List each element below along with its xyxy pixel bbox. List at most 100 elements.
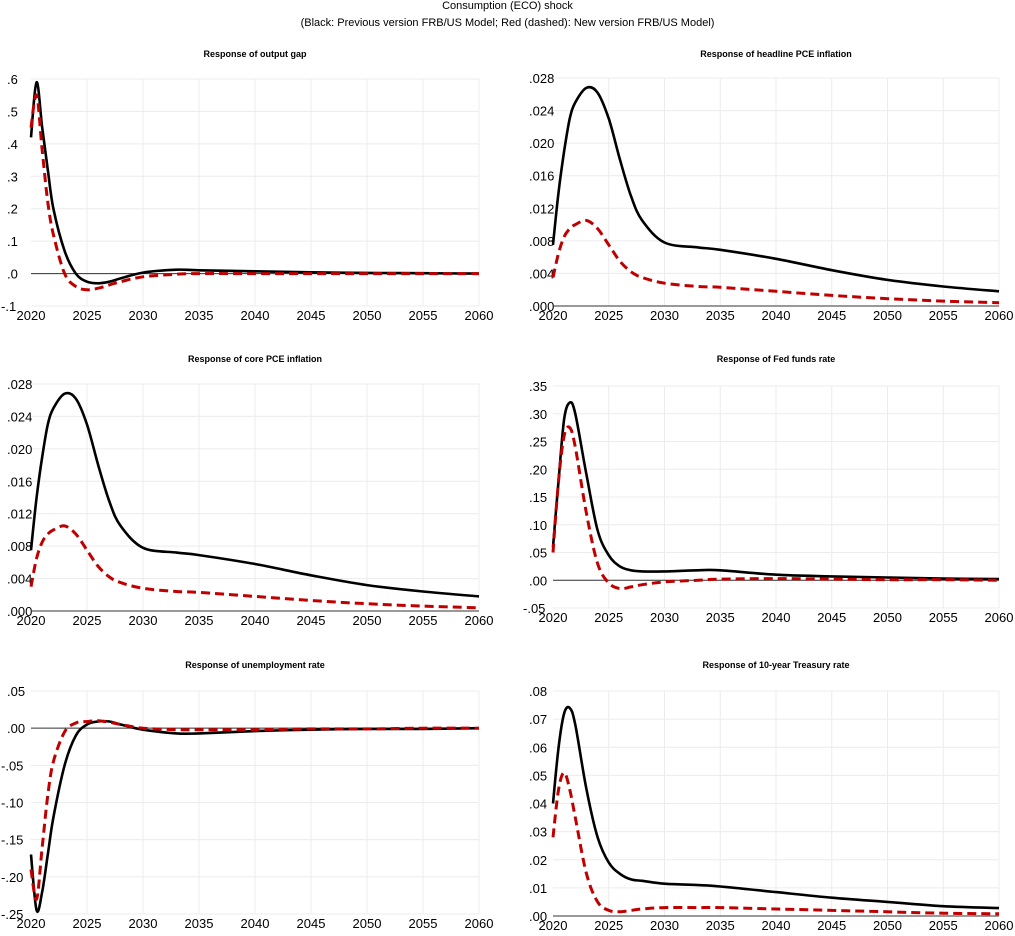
x-tick-label: 2030 [650, 308, 679, 323]
x-tick-label: 2020 [17, 613, 46, 628]
series-line-previous-version [551, 705, 1000, 910]
x-tick-label: 2020 [539, 308, 568, 323]
y-tick-label: .0 [7, 267, 18, 282]
x-tick-label: 2030 [650, 610, 679, 625]
panel-title: Response of core PCE inflation [188, 354, 322, 364]
series-line-previous-version [29, 391, 480, 598]
x-tick-label: 2020 [539, 610, 568, 625]
x-tick-label: 2035 [706, 610, 735, 625]
y-tick-label: .1 [7, 234, 18, 249]
panel-title: Response of unemployment rate [185, 660, 325, 670]
x-tick-label: 2020 [539, 918, 568, 933]
y-tick-label: .020 [7, 442, 32, 457]
x-tick-label: 2060 [465, 613, 494, 628]
y-tick-label: .024 [7, 409, 32, 424]
x-tick-label: 2020 [17, 308, 46, 323]
panel-1: Response of output gap.6.5.4.3.2.1.0-.12… [1, 49, 493, 323]
x-tick-label: 2050 [873, 918, 902, 933]
y-tick-label: .02 [529, 853, 547, 868]
y-tick-label: .30 [529, 407, 547, 422]
x-tick-label: 2045 [817, 918, 846, 933]
series-line-new-version [29, 93, 480, 292]
series-line-previous-version [551, 85, 1000, 293]
y-tick-label: .012 [7, 507, 32, 522]
figure-subtitle: (Black: Previous version FRB/US Model; R… [300, 17, 715, 29]
x-tick-label: 2045 [297, 613, 326, 628]
y-tick-label: .008 [7, 539, 32, 554]
y-tick-label: .020 [529, 136, 554, 151]
x-tick-label: 2030 [650, 918, 679, 933]
x-tick-label: 2050 [873, 610, 902, 625]
x-tick-label: 2040 [241, 308, 270, 323]
y-tick-label: .01 [529, 881, 547, 896]
y-tick-label: .03 [529, 825, 547, 840]
figure-title: Consumption (ECO) shock [442, 0, 573, 12]
y-tick-label: .012 [529, 201, 554, 216]
y-tick-label: .028 [529, 71, 554, 86]
y-tick-label: .35 [529, 379, 547, 394]
y-tick-label: .3 [7, 169, 18, 184]
panel-title: Response of output gap [204, 49, 307, 59]
y-tick-label: .000 [7, 604, 32, 619]
x-tick-label: 2050 [353, 613, 382, 628]
x-tick-label: 2050 [353, 916, 382, 931]
panel-title: Response of 10-year Treasury rate [702, 660, 849, 670]
panel-4: Response of Fed funds rate .35 .30 .25 .20 .1… [523, 354, 1013, 625]
x-tick-label: 2025 [73, 308, 102, 323]
y-tick-label: -.20 [1, 870, 23, 885]
y-tick-label: .5 [7, 104, 18, 119]
x-tick-label: 2025 [594, 308, 623, 323]
y-tick-label: .05 [7, 684, 25, 699]
x-tick-label: 2025 [73, 916, 102, 931]
series-line-new-version [551, 771, 1000, 916]
x-tick-label: 2030 [129, 916, 158, 931]
y-tick-label: -.05 [523, 601, 545, 616]
x-tick-label: 2035 [185, 308, 214, 323]
panel-title: Response of Fed funds rate [717, 354, 836, 364]
y-tick-label: .004 [7, 572, 32, 587]
x-tick-label: 2045 [817, 610, 846, 625]
y-tick-label: .004 [529, 266, 554, 281]
series-line-new-version [551, 425, 1000, 591]
panel-5: Response of unemployment rate .05 .00 -.05 -… [1, 660, 493, 931]
x-tick-label: 2025 [594, 610, 623, 625]
x-tick-label: 2060 [985, 918, 1014, 933]
panel-title: Response of headline PCE inflation [700, 49, 852, 59]
y-tick-label: .000 [529, 299, 554, 314]
y-tick-label: .05 [529, 546, 547, 561]
y-tick-label: .05 [529, 768, 547, 783]
x-tick-label: 2040 [762, 918, 791, 933]
y-tick-label: .10 [529, 518, 547, 533]
x-tick-label: 2020 [17, 916, 46, 931]
y-tick-label: .07 [529, 712, 547, 727]
x-tick-label: 2025 [73, 613, 102, 628]
y-tick-label: .4 [7, 137, 18, 152]
x-tick-label: 2035 [706, 918, 735, 933]
y-tick-label: -.10 [1, 796, 23, 811]
x-tick-label: 2040 [241, 613, 270, 628]
x-tick-label: 2045 [817, 308, 846, 323]
x-tick-label: 2040 [241, 916, 270, 931]
x-tick-label: 2030 [129, 308, 158, 323]
y-tick-label: .00 [529, 909, 547, 924]
y-tick-label: -.25 [1, 907, 23, 922]
x-tick-label: 2050 [353, 308, 382, 323]
x-tick-label: 2030 [129, 613, 158, 628]
y-tick-label: .25 [529, 435, 547, 450]
y-tick-label: .15 [529, 490, 547, 505]
series-line-new-version [551, 218, 1000, 305]
x-tick-label: 2055 [409, 916, 438, 931]
y-tick-label: .008 [529, 234, 554, 249]
x-tick-label: 2055 [929, 308, 958, 323]
x-tick-label: 2055 [409, 613, 438, 628]
x-tick-label: 2060 [985, 308, 1014, 323]
x-tick-label: 2050 [873, 308, 902, 323]
x-tick-label: 2055 [929, 918, 958, 933]
y-tick-label: .016 [7, 474, 32, 489]
x-tick-label: 2060 [985, 610, 1014, 625]
x-tick-label: 2055 [929, 610, 958, 625]
y-tick-label: .04 [529, 797, 547, 812]
y-tick-label: .6 [7, 72, 18, 87]
y-tick-label: .00 [7, 721, 25, 736]
